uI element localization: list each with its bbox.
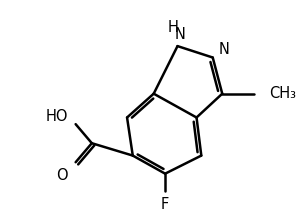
Text: N: N bbox=[219, 42, 230, 57]
Text: CH₃: CH₃ bbox=[269, 86, 296, 101]
Text: O: O bbox=[56, 168, 68, 183]
Text: H: H bbox=[167, 20, 178, 35]
Text: F: F bbox=[161, 197, 169, 211]
Text: N: N bbox=[175, 27, 186, 42]
Text: HO: HO bbox=[46, 109, 68, 124]
